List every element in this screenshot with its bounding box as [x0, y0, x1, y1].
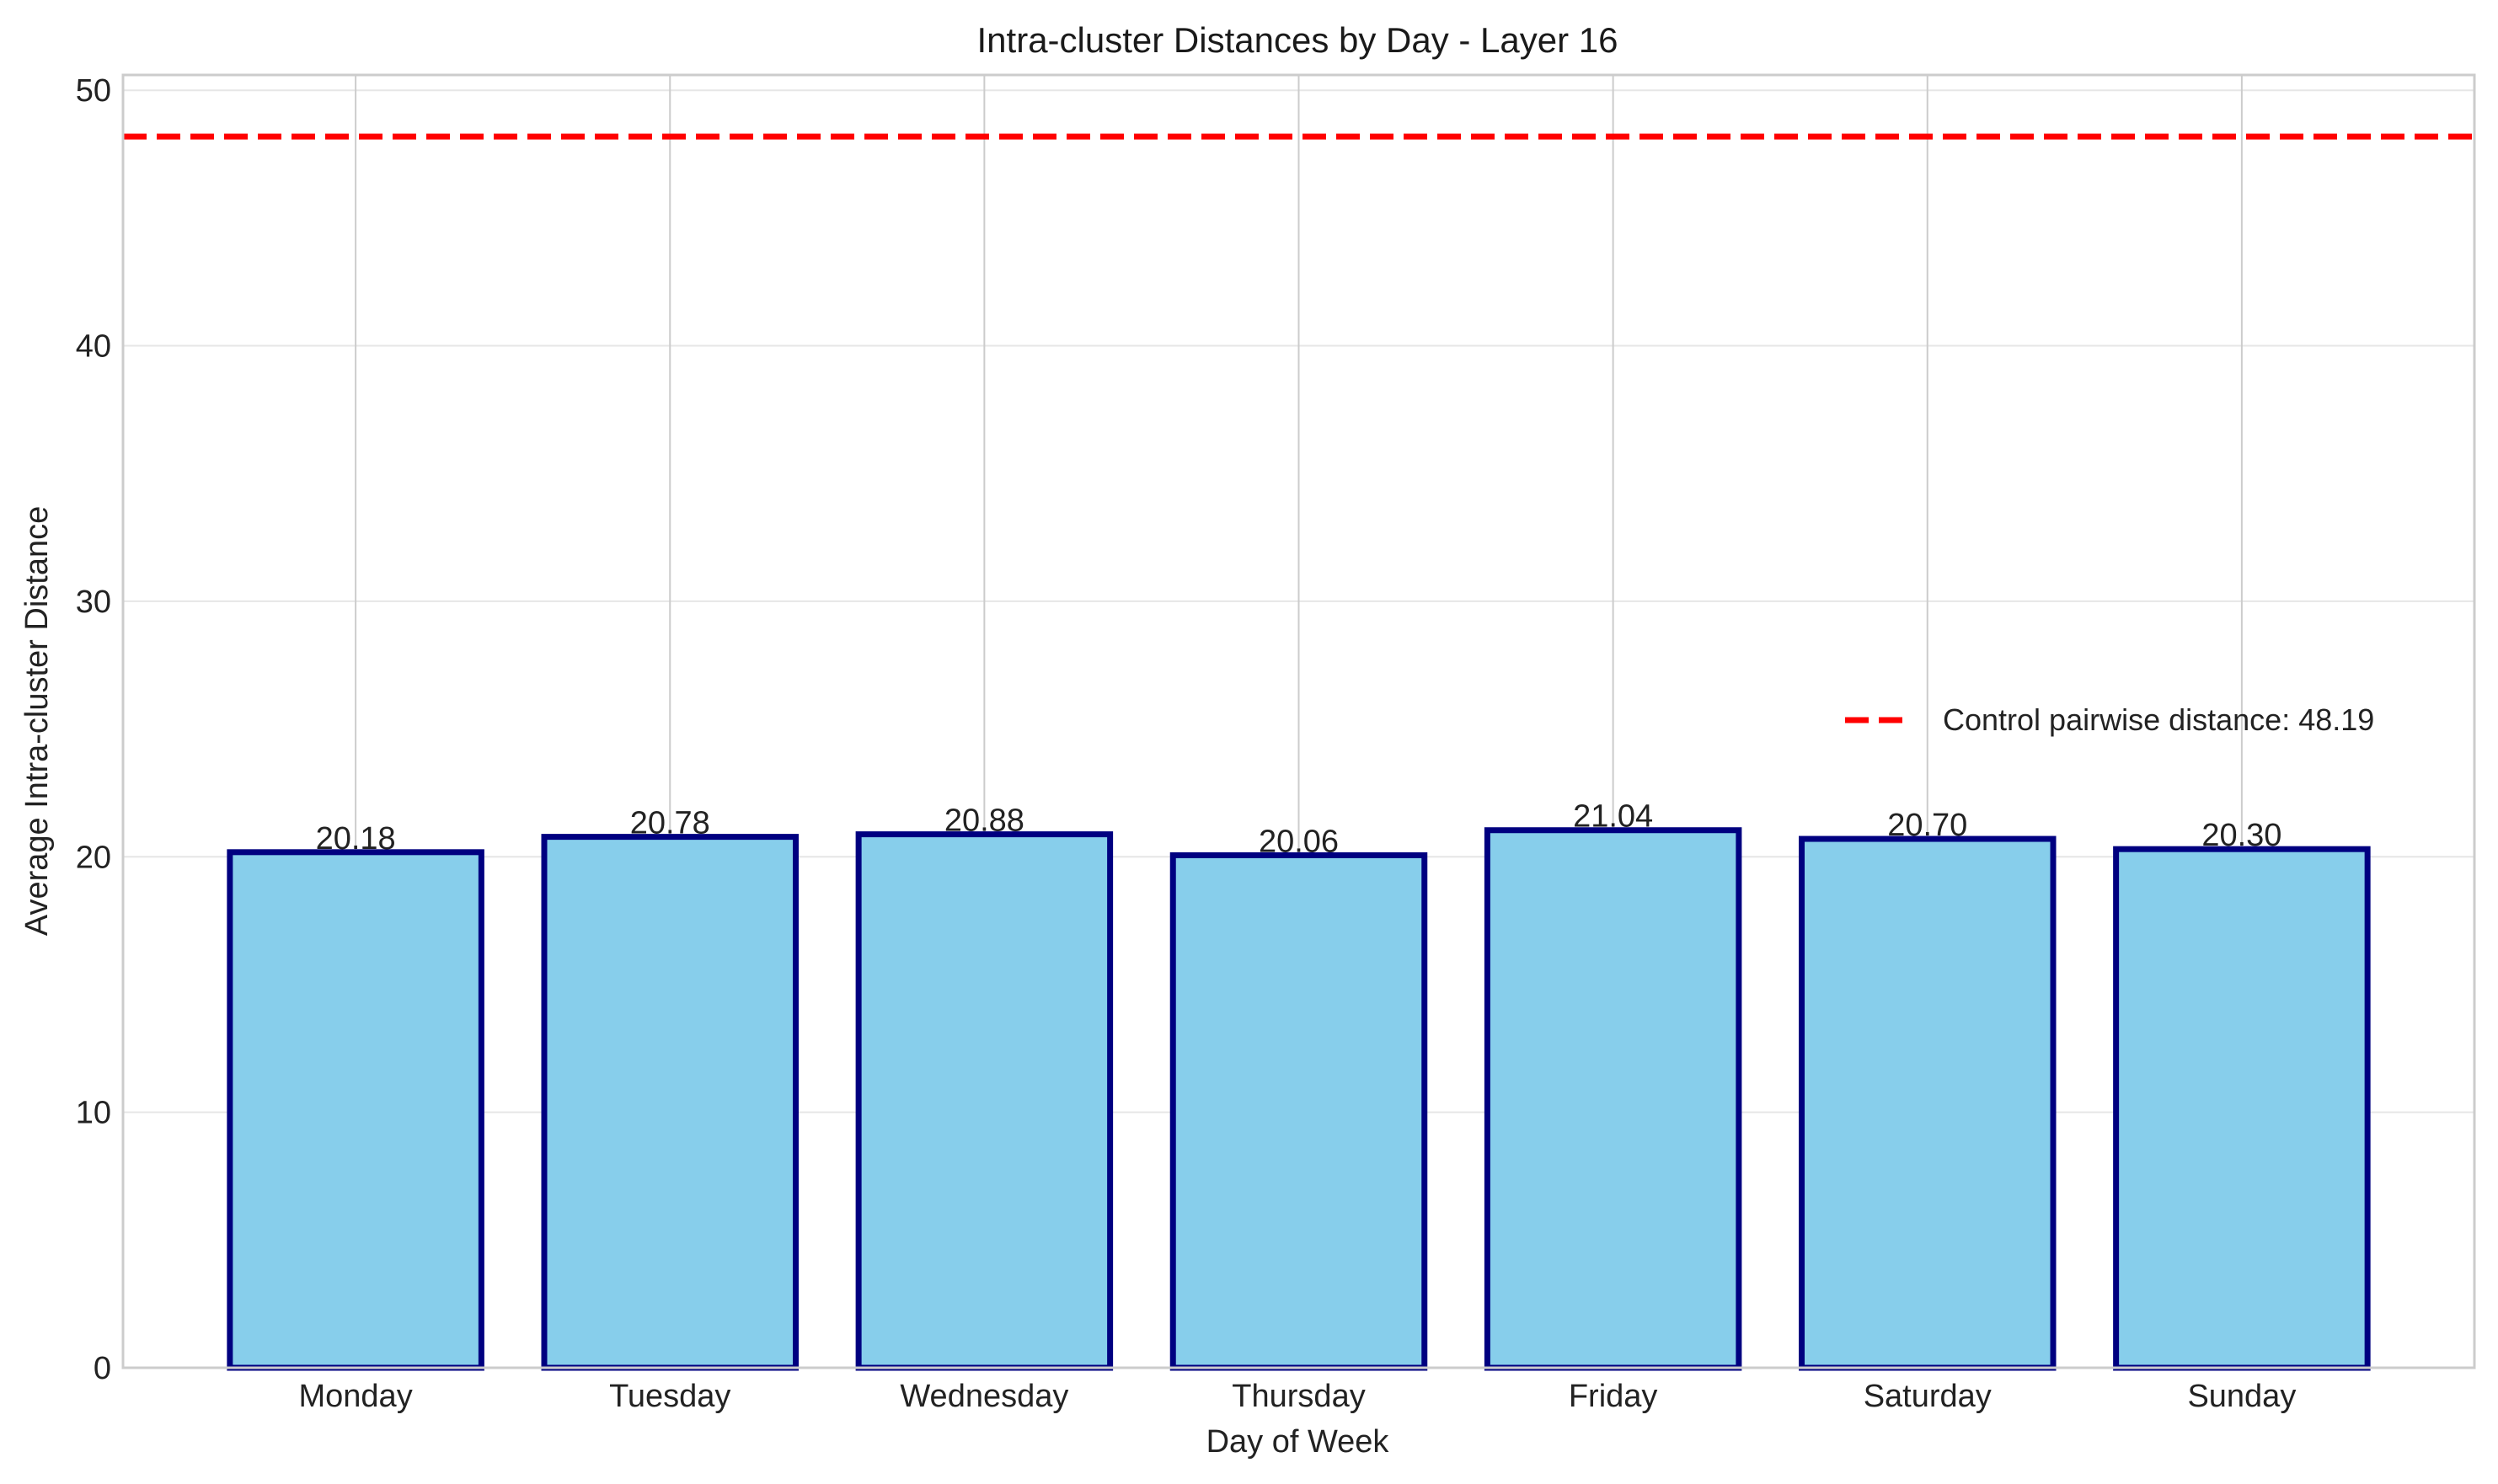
data-label-thursday: 20.06: [1259, 824, 1339, 859]
y-tick-label-0: 0: [94, 1351, 111, 1386]
value-labels: 20.18 20.78 20.88 20.06 21.04 20.70 20.30: [316, 799, 2282, 860]
data-label-monday: 20.18: [316, 821, 396, 857]
data-label-tuesday: 20.78: [630, 806, 710, 841]
x-axis-ticks: Monday Tuesday Wednesday Thursday Friday Satu…: [299, 1379, 2297, 1414]
bar-friday: [1484, 827, 1742, 1371]
bars: [227, 827, 2371, 1371]
data-label-wednesday: 20.88: [944, 803, 1024, 839]
x-tick-label-thursday: Thursday: [1232, 1379, 1365, 1414]
data-label-sunday: 20.30: [2201, 818, 2281, 853]
x-tick-label-monday: Monday: [299, 1379, 413, 1414]
plot-frame: [121, 73, 2476, 1369]
data-label-friday: 21.04: [1573, 799, 1653, 835]
x-tick-label-wednesday: Wednesday: [900, 1379, 1068, 1414]
y-tick-label-10: 10: [76, 1096, 111, 1131]
data-label-saturday: 20.70: [1887, 808, 1967, 843]
bar-sunday: [2113, 846, 2371, 1371]
chart-title: Intra-cluster Distances by Day - Layer 1…: [977, 20, 1618, 60]
bar-wednesday: [855, 831, 1114, 1371]
legend: Control pairwise distance: 48.19: [1845, 702, 2374, 737]
x-axis-label: Day of Week: [1206, 1424, 1390, 1460]
bar-tuesday: [541, 834, 799, 1371]
bar-thursday: [1169, 851, 1428, 1371]
y-tick-label-50: 50: [76, 73, 111, 109]
y-tick-label-30: 30: [76, 585, 111, 620]
legend-entry-label: Control pairwise distance: 48.19: [1943, 702, 2374, 737]
x-tick-label-tuesday: Tuesday: [609, 1379, 730, 1414]
bar-monday: [227, 849, 484, 1371]
y-tick-label-40: 40: [76, 329, 111, 365]
y-axis-ticks: 0 10 20 30 40 50: [76, 73, 111, 1386]
x-tick-label-saturday: Saturday: [1864, 1379, 1992, 1414]
bar-saturday: [1799, 835, 2057, 1371]
x-tick-label-sunday: Sunday: [2187, 1379, 2296, 1414]
y-axis-label: Average Intra-cluster Distance: [19, 506, 55, 936]
x-tick-label-friday: Friday: [1569, 1379, 1658, 1414]
y-tick-label-20: 20: [76, 840, 111, 875]
